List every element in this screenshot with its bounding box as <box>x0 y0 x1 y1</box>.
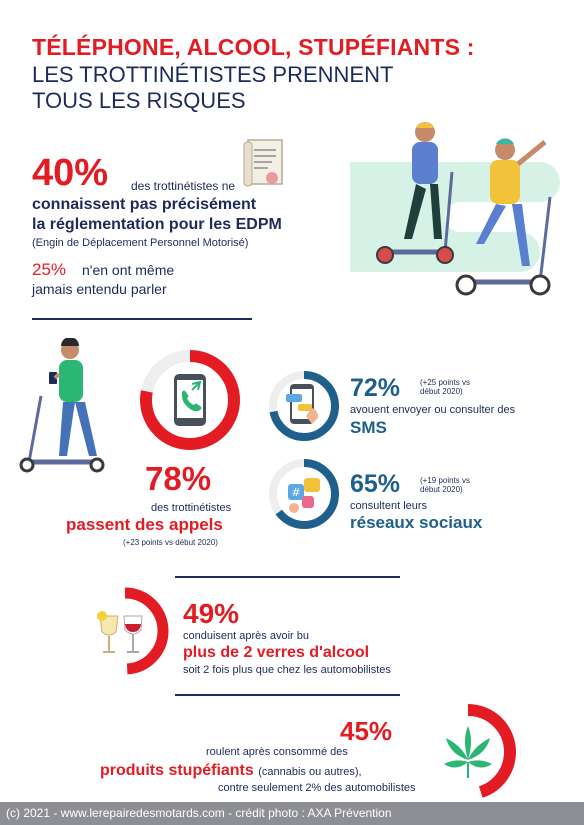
drugs-ring <box>420 704 516 800</box>
sms-phone-icon <box>286 384 318 424</box>
drugs-bold: produits stupéfiants <box>100 762 254 779</box>
edpm-note: (Engin de Déplacement Personnel Motorisé… <box>32 237 249 249</box>
calls-ring <box>140 350 240 450</box>
alcohol-text: conduisent après avoir bu <box>183 630 309 642</box>
sms-value: 72% <box>350 374 401 402</box>
social-note-1: (+19 points vs <box>420 476 471 485</box>
social-bold: réseaux sociaux <box>350 513 483 532</box>
sms-ring <box>269 371 339 441</box>
sms-bold: SMS <box>350 418 387 437</box>
social-note-2: début 2020) <box>420 485 463 494</box>
drugs-value: 45% <box>340 716 393 746</box>
edpm-bold-1: connaissent pas précisément <box>32 196 257 213</box>
edpm-value: 40% <box>32 152 109 194</box>
calls-text: des trottinétistes <box>151 502 232 514</box>
phone-call-icon <box>174 374 206 426</box>
scooter-rider-phone-illustration <box>19 338 105 473</box>
edpm-sub-value: 25% <box>32 260 67 279</box>
calls-value: 78% <box>145 460 212 497</box>
alcohol-ring <box>81 587 169 675</box>
scooter-riders-illustration <box>350 122 560 296</box>
social-value: 65% <box>350 470 401 498</box>
social-media-icon: # <box>288 478 320 513</box>
separator-3 <box>175 694 400 696</box>
title-line-3: TOUS LES RISQUES <box>32 88 246 113</box>
footer-credit: (c) 2021 - www.lerepairedesmotards.com -… <box>0 802 584 825</box>
separator-1 <box>32 318 252 320</box>
edpm-lead: des trottinétistes ne <box>131 179 236 193</box>
cannabis-leaf-icon <box>444 726 492 778</box>
title-line-2: LES TROTTINÉTISTES PRENNENT <box>32 62 394 87</box>
edpm-bold-2: la réglementation pour les EDPM <box>32 216 282 233</box>
sms-text: avouent envoyer ou consulter des <box>350 404 516 416</box>
edpm-sub-text-1: n'en ont même <box>82 262 175 278</box>
edpm-sub-text-2: jamais entendu parler <box>32 281 167 297</box>
sms-note-1: (+25 points vs <box>420 378 471 387</box>
drugs-bold-suffix: (cannabis ou autres), <box>258 766 362 778</box>
drugs-text: roulent après consommé des <box>206 746 348 758</box>
svg-text:#: # <box>291 486 300 499</box>
drugs-sub: contre seulement 2% des automobilistes <box>218 782 416 794</box>
sms-note-2: début 2020) <box>420 387 463 396</box>
alcohol-sub: soit 2 fois plus que chez les automobili… <box>183 664 391 676</box>
wine-glasses-icon <box>97 611 143 653</box>
drugs-bold-line: produits stupéfiants (cannabis ou autres… <box>100 762 362 780</box>
social-text: consultent leurs <box>350 500 428 512</box>
alcohol-bold: plus de 2 verres d'alcool <box>183 644 370 661</box>
alcohol-value: 49% <box>183 598 240 629</box>
footer-text: (c) 2021 - www.lerepairedesmotards.com -… <box>6 806 392 820</box>
title-line-1: TÉLÉPHONE, ALCOOL, STUPÉFIANTS : <box>32 34 475 60</box>
calls-note: (+23 points vs début 2020) <box>123 538 218 547</box>
separator-2 <box>175 576 400 578</box>
social-ring: # <box>269 459 339 529</box>
calls-bold: passent des appels <box>66 515 223 534</box>
document-icon <box>243 139 283 187</box>
